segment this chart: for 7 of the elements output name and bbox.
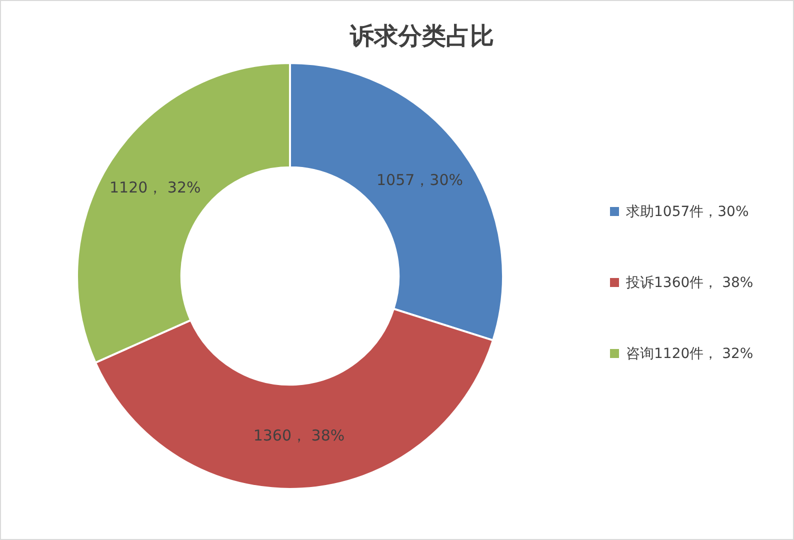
- legend-label: 投诉1360件， 38%: [625, 274, 754, 291]
- legend-label: 咨询1120件， 32%: [626, 346, 754, 362]
- data-label: 1120， 32%: [109, 178, 201, 197]
- legend-label: 求助1057件，30%: [626, 204, 749, 220]
- data-label: 1057，30%: [376, 171, 464, 190]
- data-label: 1360， 38%: [253, 426, 345, 445]
- chart-title: 诉求分类占比: [349, 21, 494, 50]
